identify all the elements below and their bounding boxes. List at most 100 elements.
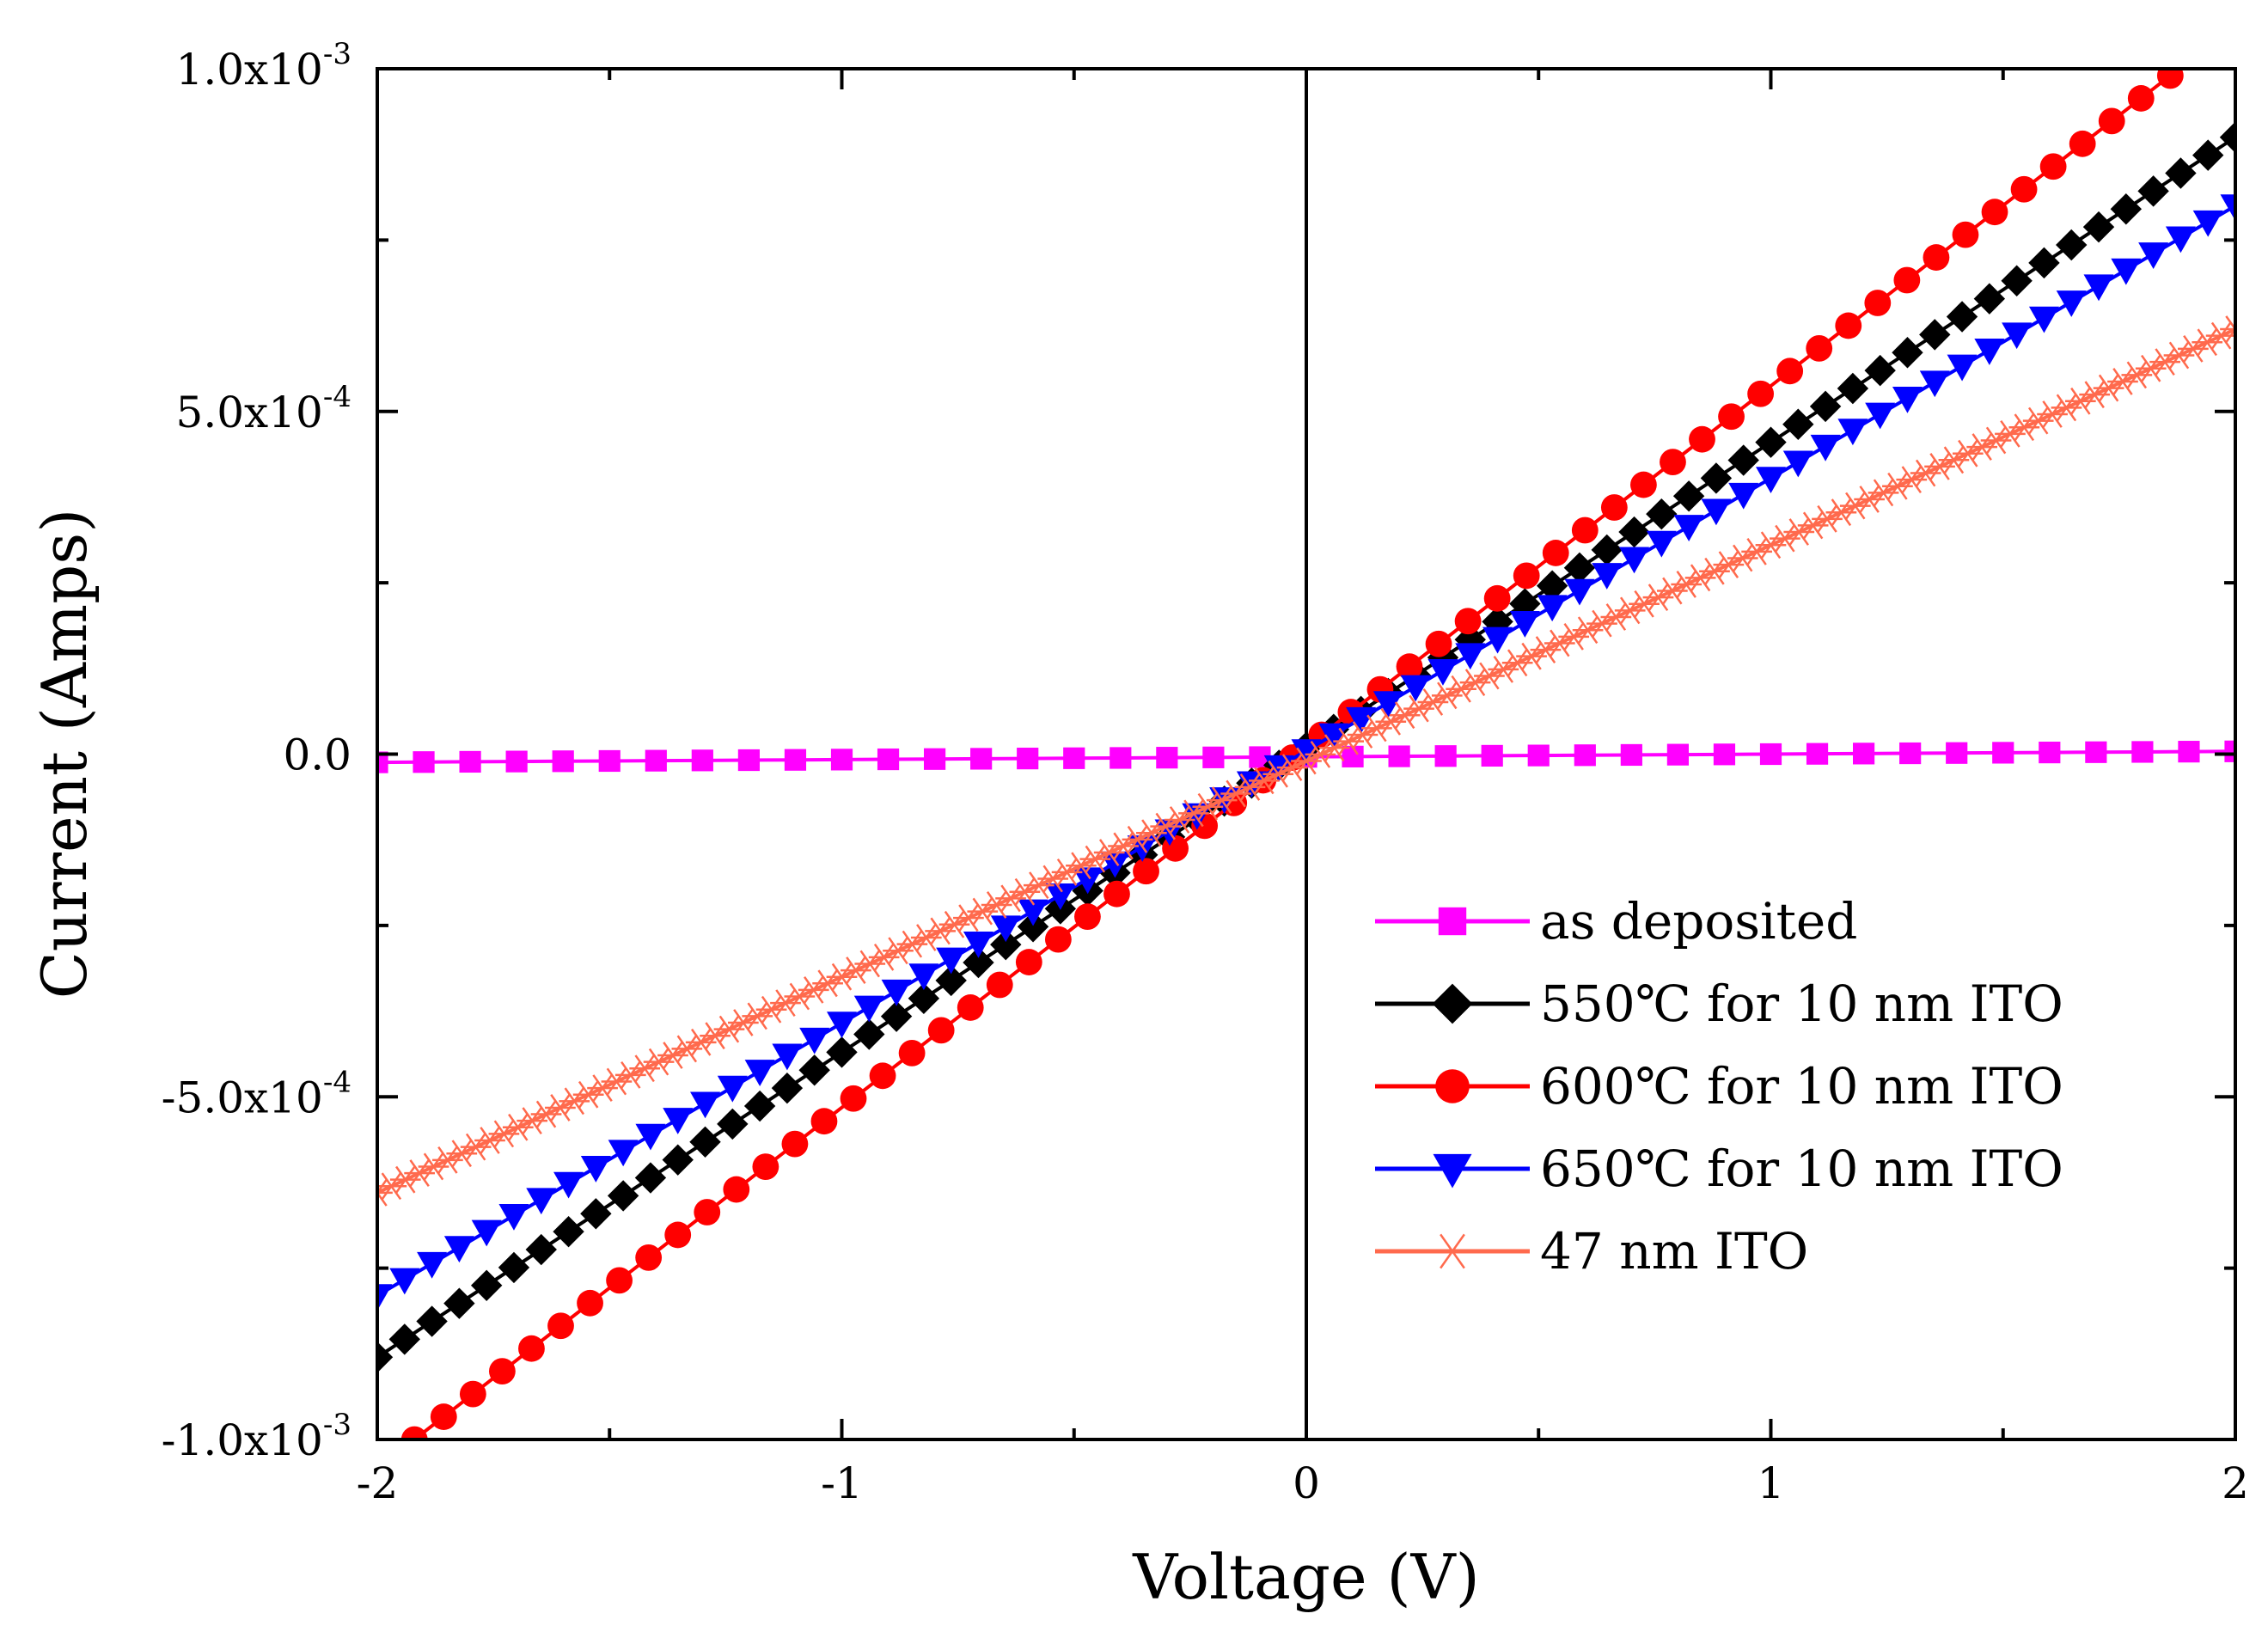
data-point bbox=[935, 964, 967, 997]
data-point bbox=[2010, 175, 2038, 203]
data-point bbox=[1388, 745, 1410, 767]
data-point bbox=[2178, 741, 2200, 763]
data-point bbox=[580, 1156, 611, 1183]
x-tick-label: -1 bbox=[821, 1458, 863, 1508]
y-axis-title: Current (Amps) bbox=[28, 509, 101, 999]
data-point bbox=[443, 1236, 474, 1263]
data-point bbox=[388, 1323, 420, 1355]
data-point bbox=[689, 1126, 721, 1158]
data-point bbox=[498, 1251, 530, 1284]
data-point bbox=[2156, 69, 2184, 89]
data-point bbox=[2224, 740, 2235, 762]
data-point bbox=[1923, 244, 1950, 271]
legend-label: 600℃ for 10 nm ITO bbox=[1540, 1057, 2063, 1115]
data-point bbox=[1718, 403, 1745, 431]
series-layer bbox=[377, 69, 2235, 1439]
data-point bbox=[598, 749, 620, 773]
data-point bbox=[743, 1090, 776, 1122]
y-axis: 1.0x10-3 5.0x10-4 0.0 -5.0x10-4 -1.0x10-3 bbox=[162, 37, 2235, 1465]
data-point bbox=[1700, 462, 1733, 494]
data-point bbox=[459, 1380, 486, 1408]
data-point bbox=[1620, 743, 1642, 767]
data-point bbox=[1542, 540, 1569, 566]
legend: as deposited 550℃ for 10 nm ITO 600℃ for 1… bbox=[1375, 892, 2063, 1280]
data-point bbox=[2001, 265, 2033, 296]
data-point bbox=[1646, 530, 1677, 558]
data-point bbox=[663, 1108, 694, 1134]
data-point bbox=[1017, 911, 1049, 943]
data-point bbox=[552, 750, 574, 773]
data-point bbox=[1455, 643, 1486, 670]
data-point bbox=[1372, 691, 1403, 718]
legend-marker bbox=[1433, 1153, 1472, 1189]
data-point bbox=[377, 1342, 394, 1373]
data-point bbox=[2111, 258, 2142, 285]
data-point bbox=[2056, 290, 2087, 317]
legend-marker bbox=[1432, 983, 1473, 1024]
data-point bbox=[430, 1403, 457, 1430]
data-point bbox=[662, 1144, 694, 1176]
data-point bbox=[827, 1012, 857, 1039]
data-point bbox=[799, 1027, 830, 1054]
data-point bbox=[413, 751, 435, 773]
data-point bbox=[1899, 742, 1922, 765]
data-point bbox=[1672, 480, 1705, 512]
data-point bbox=[853, 995, 884, 1023]
data-point bbox=[1527, 744, 1550, 767]
y-tick-label: 1.0x10-3 bbox=[176, 37, 352, 95]
data-point bbox=[936, 947, 967, 975]
data-point bbox=[1776, 358, 1804, 385]
legend-marker bbox=[1438, 907, 1467, 936]
data-point bbox=[1574, 744, 1596, 767]
data-point bbox=[634, 1162, 667, 1194]
data-point bbox=[1892, 337, 1923, 369]
data-point bbox=[2220, 194, 2235, 221]
series-47-nm-ito bbox=[377, 315, 2235, 1207]
data-point bbox=[810, 1108, 838, 1135]
data-point bbox=[1342, 745, 1364, 767]
data-point bbox=[2192, 210, 2223, 237]
data-point bbox=[2220, 315, 2235, 343]
data-point bbox=[2165, 226, 2196, 254]
data-point bbox=[880, 1000, 913, 1032]
data-point bbox=[784, 749, 807, 771]
data-point bbox=[1782, 408, 1814, 440]
legend-marker bbox=[1432, 1233, 1473, 1269]
data-point bbox=[963, 931, 993, 958]
data-point bbox=[737, 749, 760, 772]
data-point bbox=[2039, 741, 2061, 764]
data-point bbox=[990, 915, 1021, 943]
data-point bbox=[986, 971, 1013, 999]
data-point bbox=[1513, 562, 1540, 590]
data-point bbox=[1728, 482, 1759, 510]
data-point bbox=[2110, 193, 2143, 225]
data-point bbox=[1571, 516, 1599, 544]
data-point bbox=[2219, 121, 2235, 153]
data-point bbox=[1713, 743, 1736, 766]
data-point bbox=[1946, 742, 1968, 764]
data-point bbox=[1893, 266, 1921, 294]
data-point bbox=[2138, 242, 2169, 269]
data-point bbox=[2002, 322, 2033, 350]
data-point bbox=[2028, 247, 2060, 279]
data-point bbox=[690, 1091, 721, 1119]
data-point bbox=[717, 1108, 749, 1140]
data-point bbox=[1673, 515, 1704, 541]
data-point bbox=[1396, 653, 1423, 681]
legend-item: 550℃ for 10 nm ITO bbox=[1375, 975, 2063, 1033]
legend-label: 650℃ for 10 nm ITO bbox=[1540, 1140, 2063, 1198]
data-point bbox=[1974, 339, 2005, 365]
data-point bbox=[927, 1017, 955, 1044]
data-point bbox=[691, 749, 713, 772]
x-tick-label: 1 bbox=[1758, 1458, 1785, 1508]
data-point bbox=[416, 1305, 448, 1337]
data-point bbox=[744, 1060, 775, 1086]
data-point bbox=[898, 1039, 926, 1067]
data-point bbox=[1755, 426, 1787, 458]
data-point bbox=[1810, 434, 1841, 461]
data-point bbox=[781, 1130, 809, 1158]
data-point bbox=[1427, 658, 1458, 686]
data-point bbox=[518, 1335, 545, 1362]
data-point bbox=[1853, 743, 1875, 765]
data-point bbox=[1536, 570, 1568, 602]
